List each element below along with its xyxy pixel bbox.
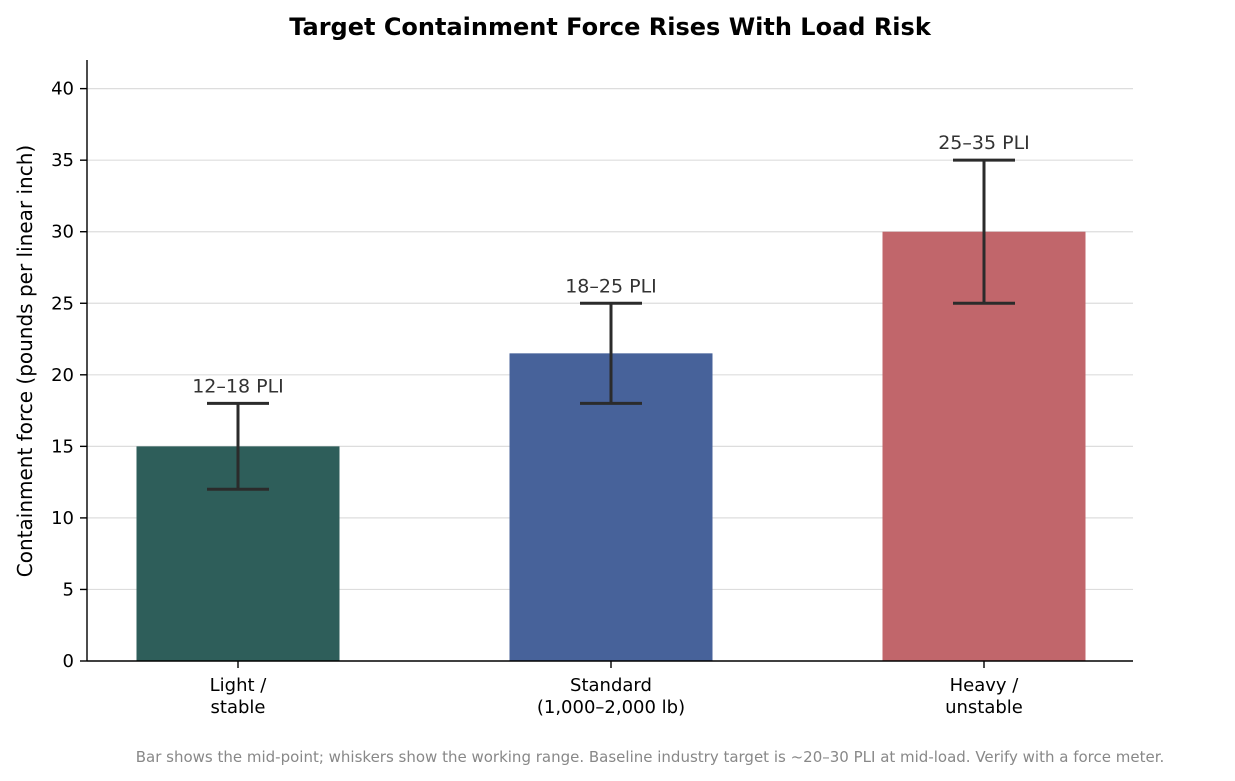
y-tick-label: 15 <box>51 436 74 457</box>
y-tick-label: 40 <box>51 79 74 100</box>
whiskers <box>207 158 1015 491</box>
y-axis-label: Containment force (pounds per linear inc… <box>13 145 37 577</box>
y-tick-label: 30 <box>51 222 74 243</box>
footnote: Bar shows the mid-point; whiskers show t… <box>136 748 1165 766</box>
y-tick-label: 35 <box>51 150 74 171</box>
y-tick-label: 25 <box>51 293 74 314</box>
x-tick-label: unstable <box>945 697 1023 718</box>
y-tick-label: 5 <box>63 579 74 600</box>
x-tick-label: Light / <box>210 675 268 696</box>
x-tick-label: Standard <box>570 675 652 696</box>
y-tick-label: 20 <box>51 365 74 386</box>
labels: 0 5 10 15 20 25 30 35 40 12–18 PLI Light /stable 18… <box>51 79 1030 718</box>
x-tick-label: (1,000–2,000 lb) <box>537 697 685 718</box>
data-label: 18–25 PLI <box>565 275 657 297</box>
data-label: 25–35 PLI <box>938 132 1030 154</box>
bars <box>136 231 1086 661</box>
axes <box>80 60 1133 668</box>
x-tick-label: Heavy / <box>950 675 1020 696</box>
y-tick-label: 10 <box>51 508 74 529</box>
x-tick-label: stable <box>211 697 266 718</box>
y-tick-label: 0 <box>63 651 74 672</box>
chart-title: Target Containment Force Rises With Load… <box>289 13 932 41</box>
data-label: 12–18 PLI <box>192 375 284 397</box>
